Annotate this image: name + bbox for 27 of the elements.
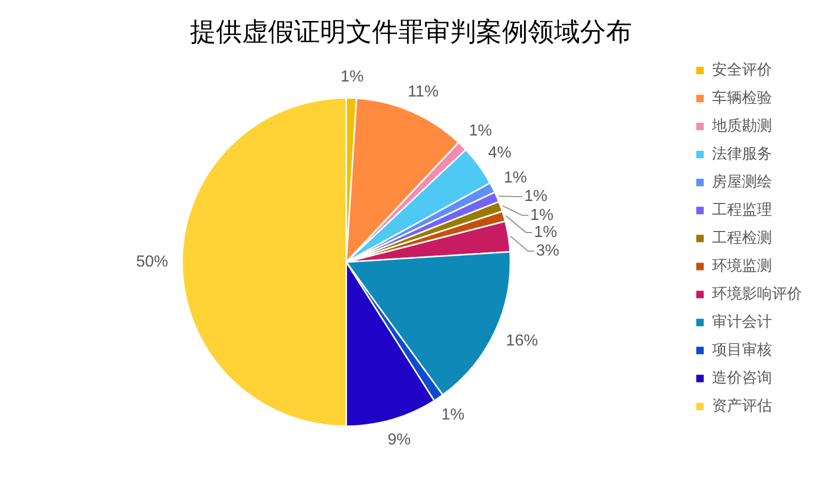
- legend-label: 地质勘测: [711, 116, 772, 134]
- data-label: 3%: [536, 242, 560, 260]
- data-label: 1%: [468, 122, 492, 140]
- data-label: 1%: [441, 406, 464, 424]
- legend-label: 房屋测绘: [712, 172, 772, 190]
- legend-label: 造价咨询: [712, 368, 772, 386]
- data-label: 1%: [504, 169, 527, 186]
- data-label: 16%: [506, 332, 538, 350]
- data-label: 1%: [530, 206, 554, 224]
- legend-label: 环境影响评价: [712, 284, 802, 302]
- legend-label: 工程检测: [712, 228, 772, 246]
- data-label: 11%: [408, 84, 439, 101]
- data-label: 9%: [388, 431, 411, 448]
- legend-label: 资产评估: [712, 396, 772, 414]
- legend-label: 车辆检验: [712, 88, 772, 106]
- legend-label: 工程监理: [712, 200, 772, 218]
- legend-label: 安全评价: [712, 60, 772, 78]
- legend-label: 环境监测: [712, 256, 772, 274]
- legend-label: 项目审核: [712, 340, 772, 358]
- legend-label: 审计会计: [712, 312, 772, 330]
- chart-title: 提供虚假证明文件罪审判案例领域分布: [190, 17, 632, 46]
- data-label: 1%: [534, 224, 558, 241]
- data-label: 50%: [136, 254, 168, 271]
- legend-label: 法律服务: [712, 144, 772, 162]
- data-label: 1%: [524, 188, 548, 205]
- data-label: 1%: [340, 68, 364, 86]
- data-label: 4%: [488, 144, 512, 162]
